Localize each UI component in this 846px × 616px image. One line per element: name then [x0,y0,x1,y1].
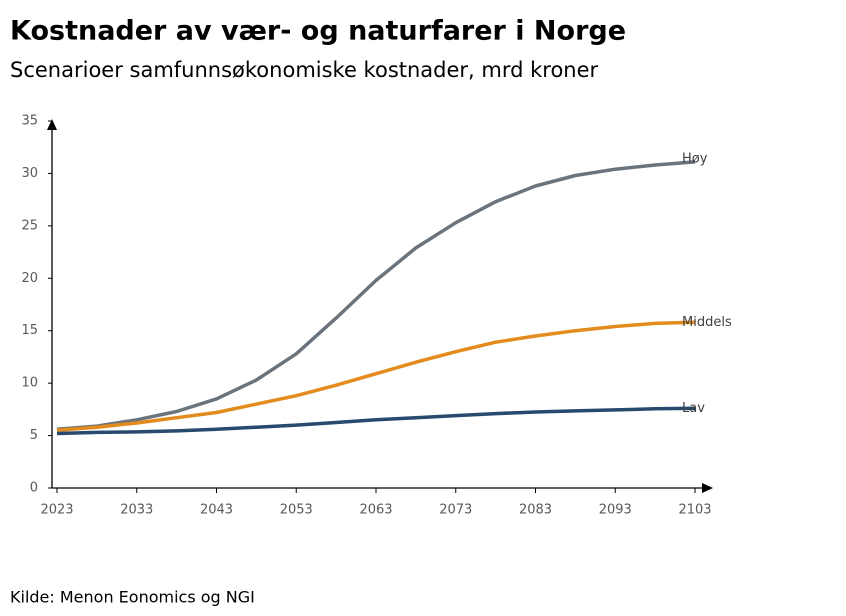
y-tick-label: 10 [21,376,38,391]
x-tick-label: 2053 [280,503,313,518]
y-axis-arrow [47,119,57,130]
chart-subtitle: Scenarioer samfunnsøkonomiske kostnader,… [10,58,599,82]
x-axis-arrow [702,483,713,493]
series-label: Middels [682,315,732,330]
y-tick-label: 5 [30,428,38,443]
y-tick-label: 30 [21,166,38,181]
y-tick-label: 35 [21,114,38,129]
x-tick-label: 2033 [120,503,153,518]
x-tick-label: 2093 [599,503,632,518]
source-note: Kilde: Menon Eonomics og NGI [10,588,255,607]
x-tick-label: 2103 [678,503,711,518]
y-tick-label: 0 [30,481,38,496]
series-label: Høy [682,151,708,166]
series-line [56,160,696,432]
x-tick-label: 2073 [439,503,472,518]
chart-title: Kostnader av vær- og naturfarer i Norge [10,16,626,47]
x-tick-label: 2023 [40,503,73,518]
series-line [56,406,696,436]
series-line [56,320,696,433]
y-tick-label: 25 [21,218,38,233]
y-tick-label: 20 [21,271,38,286]
y-tick-label: 15 [21,323,38,338]
series-label: Lav [682,401,705,416]
x-tick-label: 2043 [200,503,233,518]
x-tick-label: 2063 [359,503,392,518]
x-tick-label: 2083 [519,503,552,518]
